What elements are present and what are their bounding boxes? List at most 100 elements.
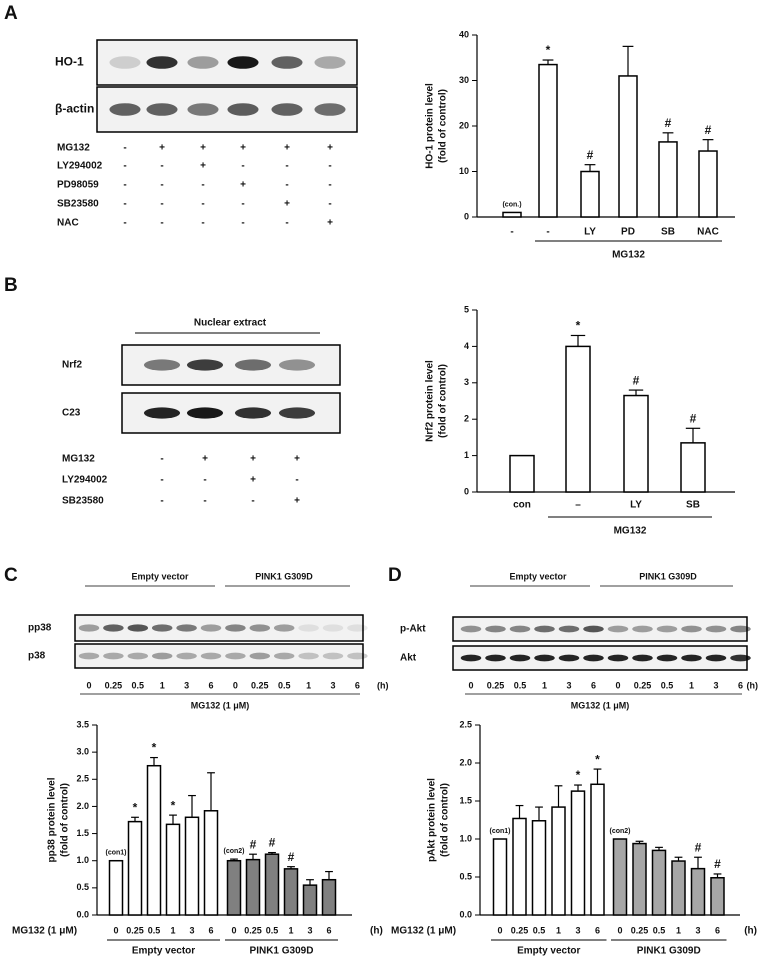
band	[485, 654, 506, 662]
band	[509, 625, 531, 633]
x-tick-label: SB	[661, 227, 675, 238]
y-tick-label: 1.5	[76, 828, 89, 838]
annotation: #	[288, 850, 295, 864]
band	[186, 359, 224, 371]
y-axis-label: (fold of control)	[60, 783, 71, 857]
lane-label: 0.5	[132, 680, 145, 690]
lane-label: 0.25	[105, 680, 123, 690]
panel-label: B	[4, 275, 18, 296]
unit-label: (h)	[377, 680, 389, 690]
band	[78, 652, 100, 660]
band	[273, 624, 295, 632]
x-tick-label: 0.25	[244, 925, 262, 935]
annotation: #	[690, 411, 697, 425]
band	[583, 625, 604, 633]
bar	[680, 442, 706, 493]
group-label: MG132	[614, 526, 647, 537]
panel-label: A	[4, 3, 18, 24]
band	[730, 625, 751, 633]
band	[509, 654, 531, 662]
band	[273, 652, 295, 660]
treatment-mark: +	[200, 161, 206, 172]
x-tick-label: 6	[715, 925, 720, 935]
treatment-label: MG132	[57, 143, 90, 154]
y-axis-label: pp38 protein level	[47, 777, 58, 862]
annotation: #	[587, 148, 594, 162]
annotation: *	[546, 43, 551, 57]
band-label: β-actin	[55, 102, 94, 116]
band	[278, 359, 316, 371]
lane-label: 0.25	[487, 680, 505, 690]
treatment-label: SB23580	[62, 496, 104, 507]
band	[249, 652, 271, 660]
band-label: HO-1	[55, 55, 84, 69]
x-axis-label: MG132 (1 μM)	[391, 926, 456, 937]
lane-label: 0.5	[514, 680, 527, 690]
bar	[226, 859, 242, 916]
x-tick-label: 1	[676, 925, 681, 935]
y-tick-label: 2.0	[459, 757, 472, 767]
x-tick-label: LY	[630, 500, 642, 511]
treatment-mark: -	[160, 218, 163, 229]
x-tick-label: 6	[208, 925, 213, 935]
lane-label: 0	[468, 680, 473, 690]
bar	[509, 454, 535, 493]
bar	[570, 790, 586, 916]
treatment-mark: -	[123, 218, 126, 229]
lane-label: 6	[208, 680, 213, 690]
lane-label: 0.25	[634, 680, 652, 690]
panel-label: D	[388, 565, 402, 586]
group-label: Empty vector	[517, 946, 580, 957]
y-tick-label: 2.0	[76, 801, 89, 811]
lane-label: 3	[330, 680, 335, 690]
lane-label: 6	[738, 680, 743, 690]
annotation: *	[576, 319, 581, 333]
lane-label: 1	[306, 680, 311, 690]
x-tick-label: SB	[686, 500, 700, 511]
band	[632, 625, 653, 633]
treatment-mark: +	[250, 454, 256, 465]
band	[730, 654, 751, 662]
y-tick-label: 0.0	[76, 909, 89, 919]
annotation: *	[133, 800, 138, 814]
band	[347, 652, 368, 660]
treatment-mark: +	[327, 218, 333, 229]
x-tick-label: 0.5	[266, 925, 279, 935]
treatment-mark: -	[160, 454, 163, 465]
y-tick-label: 0.0	[459, 909, 472, 919]
bar	[698, 150, 718, 218]
band	[146, 103, 178, 116]
band-label: Akt	[400, 653, 417, 664]
treatment-mark: +	[284, 143, 290, 154]
band	[200, 652, 222, 660]
y-tick-label: 0.5	[76, 882, 89, 892]
band	[103, 624, 124, 632]
treatment-mark: -	[328, 199, 331, 210]
treatment-mark: +	[200, 143, 206, 154]
lane-label: 0.5	[278, 680, 291, 690]
band	[534, 654, 555, 662]
bar	[502, 211, 522, 218]
group-label: Empty vector	[132, 946, 195, 957]
bar	[245, 858, 261, 916]
band	[347, 624, 368, 632]
band	[705, 625, 727, 633]
band	[225, 624, 246, 632]
blot-header: Nuclear extract	[194, 318, 267, 329]
band	[298, 652, 319, 660]
band	[271, 56, 303, 69]
y-axis-label: pAkt protein level	[427, 778, 438, 862]
bar	[710, 877, 725, 916]
x-tick-label: 0	[231, 925, 236, 935]
band	[234, 359, 272, 371]
annotation: (con2)	[224, 848, 245, 855]
treatment-mark: +	[284, 199, 290, 210]
treatment-mark: +	[250, 475, 256, 486]
x-tick-label: 0.5	[148, 925, 161, 935]
bar	[283, 868, 299, 916]
y-tick-label: 10	[459, 166, 469, 176]
band	[227, 56, 259, 69]
y-axis-label: (fold of control)	[438, 89, 449, 163]
band	[234, 407, 272, 419]
bar	[264, 853, 280, 916]
